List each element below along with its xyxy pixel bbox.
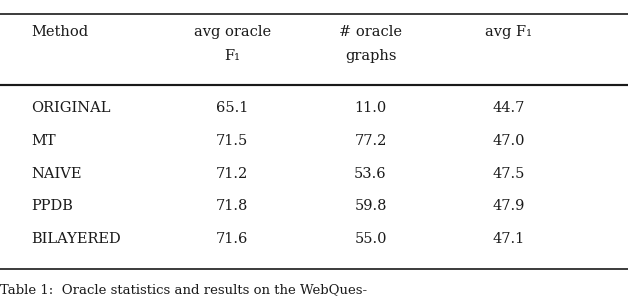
Text: 47.9: 47.9 <box>492 199 525 213</box>
Text: avg oracle: avg oracle <box>194 25 271 39</box>
Text: 47.1: 47.1 <box>492 232 525 246</box>
Text: 71.5: 71.5 <box>216 134 249 148</box>
Text: 71.2: 71.2 <box>216 167 249 181</box>
Text: PPDB: PPDB <box>31 199 73 213</box>
Text: # oracle: # oracle <box>339 25 402 39</box>
Text: 44.7: 44.7 <box>492 101 525 115</box>
Text: ORIGINAL: ORIGINAL <box>31 101 111 115</box>
Text: BILAYERED: BILAYERED <box>31 232 121 246</box>
Text: Table 1:  Oracle statistics and results on the WebQues-: Table 1: Oracle statistics and results o… <box>0 283 367 296</box>
Text: 55.0: 55.0 <box>354 232 387 246</box>
Text: NAIVE: NAIVE <box>31 167 82 181</box>
Text: graphs: graphs <box>345 49 396 63</box>
Text: F₁: F₁ <box>224 49 241 63</box>
Text: 11.0: 11.0 <box>354 101 387 115</box>
Text: 59.8: 59.8 <box>354 199 387 213</box>
Text: 65.1: 65.1 <box>216 101 249 115</box>
Text: 71.8: 71.8 <box>216 199 249 213</box>
Text: 47.0: 47.0 <box>492 134 525 148</box>
Text: 53.6: 53.6 <box>354 167 387 181</box>
Text: avg F₁: avg F₁ <box>485 25 532 39</box>
Text: MT: MT <box>31 134 56 148</box>
Text: 77.2: 77.2 <box>354 134 387 148</box>
Text: Method: Method <box>31 25 89 39</box>
Text: 47.5: 47.5 <box>492 167 525 181</box>
Text: 71.6: 71.6 <box>216 232 249 246</box>
